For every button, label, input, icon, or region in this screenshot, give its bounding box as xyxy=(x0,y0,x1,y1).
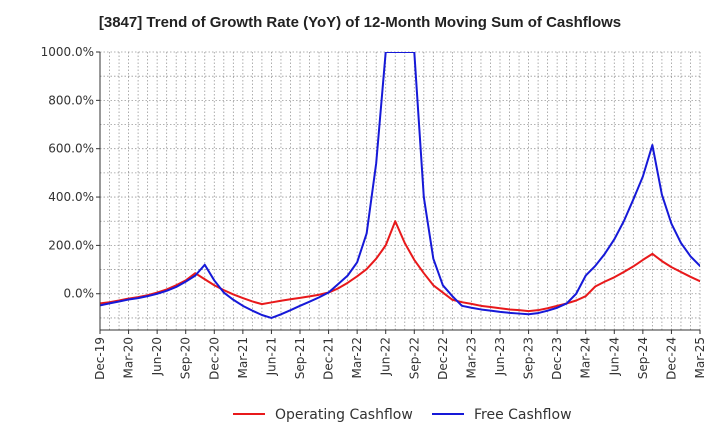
x-tick-label: Sep-21 xyxy=(293,337,307,379)
y-tick-label: 1000.0% xyxy=(41,45,94,59)
x-tick-label: Dec-19 xyxy=(93,337,107,380)
y-tick-label: 0.0% xyxy=(64,287,95,301)
series-line-operating-cashflow xyxy=(100,220,700,313)
x-tick-label: Mar-23 xyxy=(464,337,478,378)
x-tick-label: Dec-24 xyxy=(664,337,678,380)
legend: Operating Cashflow Free Cashflow xyxy=(233,407,572,423)
chart-title: [3847] Trend of Growth Rate (YoY) of 12-… xyxy=(98,14,622,31)
x-tick-label: Mar-20 xyxy=(122,337,136,378)
y-tick-label: 200.0% xyxy=(48,238,94,252)
x-tick-label: Mar-21 xyxy=(236,337,250,378)
x-tick-label: Mar-24 xyxy=(579,337,593,378)
plot-area xyxy=(100,52,700,330)
x-tick-label: Mar-22 xyxy=(350,337,364,378)
legend-item-free-cashflow-label: Free Cashflow xyxy=(474,407,572,423)
legend-item-operating-cashflow-label: Operating Cashflow xyxy=(275,407,413,423)
series-line-free-cashflow xyxy=(100,52,700,319)
x-tick-label: Jun-21 xyxy=(264,337,278,376)
y-tick-label: 800.0% xyxy=(48,93,94,107)
plot-layer: 0.0% 200.0% 400.0% 600.0% 800.0% 1000.0% Dec-1… xyxy=(41,45,707,380)
x-tick-label: Jun-23 xyxy=(493,337,507,376)
y-tick-label: 400.0% xyxy=(48,190,94,204)
x-tick-label: Sep-23 xyxy=(522,337,536,379)
x-tick-label: Mar-25 xyxy=(693,337,707,378)
x-tick-label: Sep-24 xyxy=(636,337,650,379)
x-tick-label: Sep-22 xyxy=(407,337,421,379)
x-tick-label: Dec-23 xyxy=(550,337,564,380)
x-tick-label: Dec-20 xyxy=(207,337,221,380)
x-tick-label: Dec-22 xyxy=(436,337,450,380)
y-tick-label: 600.0% xyxy=(48,142,94,156)
x-tick-label: Jun-24 xyxy=(607,337,621,376)
x-tick-label: Sep-20 xyxy=(179,337,193,379)
x-tick-label: Jun-20 xyxy=(150,337,164,376)
x-tick-label: Dec-21 xyxy=(322,337,336,380)
x-tick-label: Jun-22 xyxy=(379,337,393,376)
